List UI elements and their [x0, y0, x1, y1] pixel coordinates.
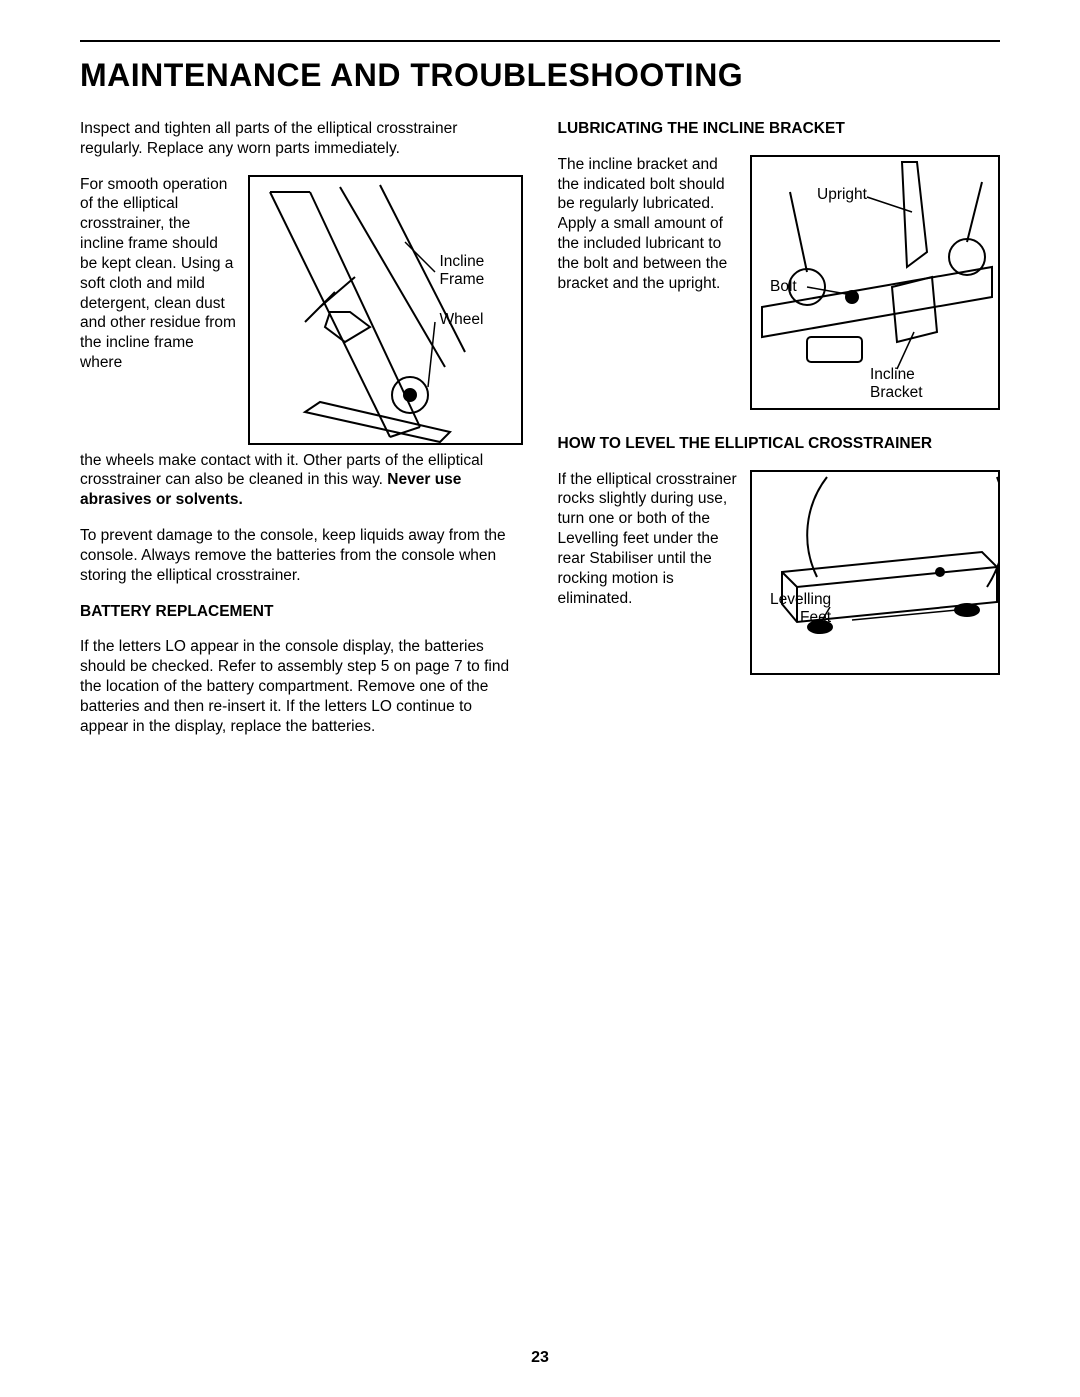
label-upright: Upright: [817, 185, 867, 204]
horizontal-rule: [80, 40, 1000, 42]
lubricating-text: The incline bracket and the indicated bo…: [558, 156, 728, 292]
figure-incline-bracket: Upright Bolt Incline Bracket: [750, 155, 1000, 410]
level-block: Levelling Feet If the elliptical crosstr…: [558, 470, 1001, 683]
level-text: If the elliptical crosstrainer rocks sli…: [558, 471, 737, 607]
page-number: 23: [0, 1349, 1080, 1367]
figure-incline-frame: Incline Frame Wheel: [248, 175, 523, 445]
label-incline-frame-2: Frame: [440, 270, 485, 289]
left-column: Inspect and tighten all parts of the ell…: [80, 119, 523, 753]
heading-level: HOW TO LEVEL THE ELLIPTICAL CROSSTRAINER: [558, 434, 1001, 454]
heading-battery: BATTERY REPLACEMENT: [80, 602, 523, 622]
intro-paragraph: Inspect and tighten all parts of the ell…: [80, 119, 523, 159]
console-care-paragraph: To prevent damage to the console, keep l…: [80, 526, 523, 585]
figure-levelling: Levelling Feet: [750, 470, 1000, 675]
label-levelling: Levelling: [770, 590, 831, 609]
battery-paragraph: If the letters LO appear in the console …: [80, 637, 523, 736]
content-columns: Inspect and tighten all parts of the ell…: [80, 119, 1000, 753]
cleaning-text-a: For smooth operation of the elliptical c…: [80, 176, 236, 371]
label-incline: Incline: [870, 365, 915, 384]
cleaning-text-b-wrap: the wheels make contact with it. Other p…: [80, 451, 523, 510]
lubricating-block: Upright Bolt Incline Bracket The incline…: [558, 155, 1001, 418]
label-bracket: Bracket: [870, 383, 923, 402]
label-wheel: Wheel: [440, 310, 484, 329]
page-title: MAINTENANCE AND TROUBLESHOOTING: [80, 57, 1000, 94]
cleaning-block: Incline Frame Wheel For smooth operation…: [80, 175, 523, 449]
levelling-illustration: [752, 472, 1000, 677]
label-feet: Feet: [800, 608, 831, 627]
label-incline-frame-1: Incline: [440, 252, 485, 271]
right-column: LUBRICATING THE INCLINE BRACKET: [558, 119, 1001, 753]
heading-lubricating: LUBRICATING THE INCLINE BRACKET: [558, 119, 1001, 139]
label-bolt: Bolt: [770, 277, 797, 296]
